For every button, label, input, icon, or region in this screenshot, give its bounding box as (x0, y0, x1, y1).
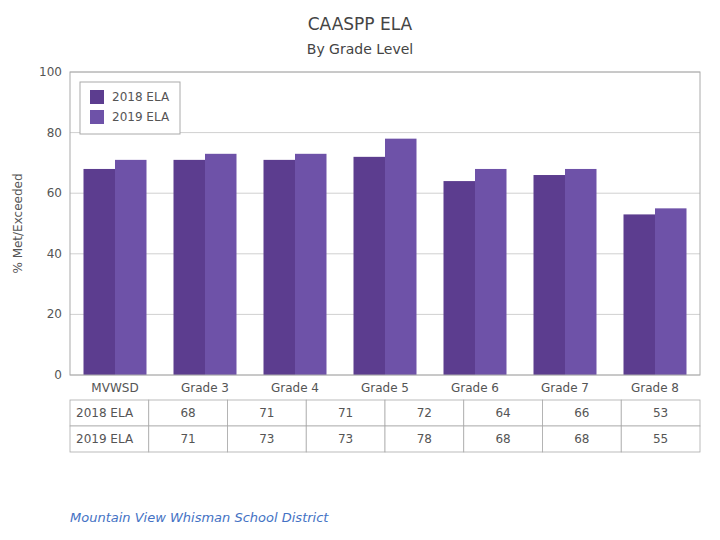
table-value: 72 (417, 406, 432, 420)
table-value: 68 (574, 432, 589, 446)
bar (264, 160, 296, 375)
x-tick-label: Grade 7 (541, 381, 589, 395)
table-value: 78 (417, 432, 432, 446)
subtitle: By Grade Level (307, 41, 413, 57)
table-cell (306, 400, 385, 426)
table-cell (149, 426, 228, 452)
table-value: 66 (574, 406, 589, 420)
data-table: 2018 ELA 68 71 71 72 64 66 53 2019 ELA 71 73 73 78 68… (70, 400, 700, 452)
table-cell (543, 426, 622, 452)
grid (70, 72, 700, 375)
table-cell (464, 426, 543, 452)
table-cell (228, 400, 307, 426)
y-tick-label: 0 (54, 368, 62, 382)
table-value: 71 (338, 406, 353, 420)
y-tick-label: 60 (47, 186, 62, 200)
bar (565, 169, 597, 375)
table-value: 73 (338, 432, 353, 446)
x-tick-label: Grade 4 (271, 381, 319, 395)
legend-label: 2018 ELA (112, 90, 170, 104)
table-row-label: 2019 ELA (76, 432, 134, 446)
bar (174, 160, 206, 375)
y-tick-label: 80 (47, 126, 62, 140)
bar (655, 208, 687, 375)
y-tick-label: 20 (47, 307, 62, 321)
table-cell (70, 426, 149, 452)
table-cell (385, 400, 464, 426)
x-tick-label: Grade 6 (451, 381, 499, 395)
bar (205, 154, 237, 375)
table-value: 68 (180, 406, 195, 420)
legend-swatch (90, 110, 104, 124)
bar (84, 169, 116, 375)
table-cell (385, 426, 464, 452)
bars (84, 139, 687, 375)
legend-swatch (90, 90, 104, 104)
x-tick-label: Grade 3 (181, 381, 229, 395)
plot-frame (70, 72, 700, 375)
chart: CAASPP ELA By Grade Level 0 20 40 60 80 100 % Me… (0, 0, 720, 540)
legend: 2018 ELA 2019 ELA (80, 82, 180, 134)
table-value: 73 (259, 432, 274, 446)
bar (624, 214, 656, 375)
bar (115, 160, 147, 375)
legend-label: 2019 ELA (112, 110, 170, 124)
bar (475, 169, 507, 375)
footer: Mountain View Whisman School District (70, 510, 329, 525)
table-value: 71 (180, 432, 195, 446)
table-row-label: 2018 ELA (76, 406, 134, 420)
bar (385, 139, 417, 375)
table-cell (306, 426, 385, 452)
table-cell (70, 400, 149, 426)
table-value: 71 (259, 406, 274, 420)
x-tick-label: Grade 8 (631, 381, 679, 395)
chart-container: CAASPP ELA By Grade Level 0 20 40 60 80 100 % Me… (0, 0, 720, 540)
table-cell (621, 426, 700, 452)
table-value: 64 (495, 406, 510, 420)
y-tick-label: 100 (39, 65, 62, 79)
table-cell (228, 426, 307, 452)
y-tick-label: 40 (47, 247, 62, 261)
bar (534, 175, 566, 375)
title: CAASPP ELA (308, 14, 413, 34)
x-tick-label: Grade 5 (361, 381, 409, 395)
table-cell (464, 400, 543, 426)
table-cell (543, 400, 622, 426)
bar (444, 181, 476, 375)
table-cell (621, 400, 700, 426)
table-value: 68 (495, 432, 510, 446)
x-tick-label: MVWSD (91, 381, 138, 395)
table-cell (149, 400, 228, 426)
bar (295, 154, 327, 375)
table-value: 53 (653, 406, 668, 420)
table-value: 55 (653, 432, 668, 446)
y-axis-label: % Met/Exceeded (11, 173, 25, 273)
legend-box (80, 82, 180, 134)
bar (354, 157, 386, 375)
